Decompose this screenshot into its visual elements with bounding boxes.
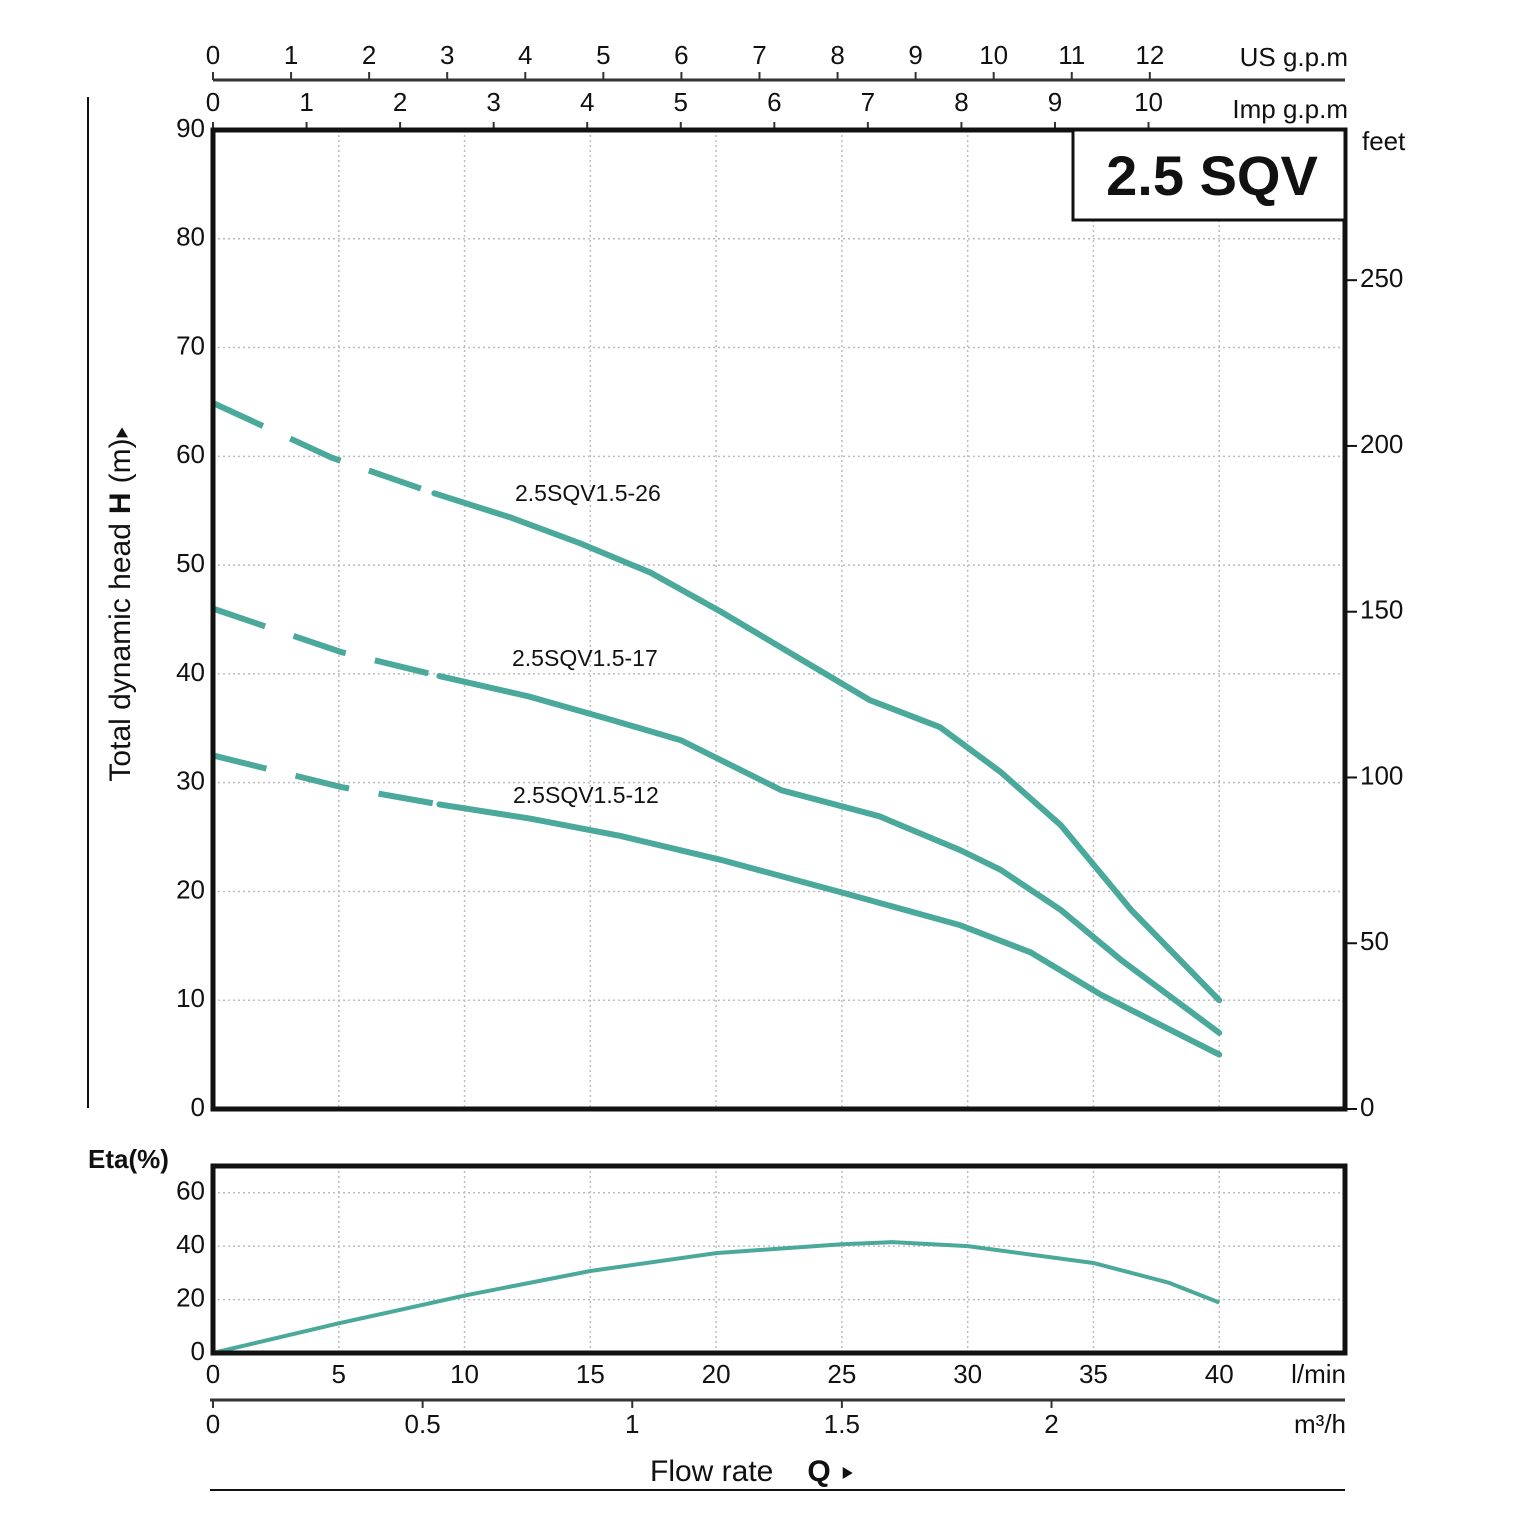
y-tick-label: 30	[176, 766, 205, 796]
y-label-group: Total dynamic head H (m)	[104, 427, 137, 782]
x-tick-label: 15	[576, 1359, 605, 1389]
top-tick-label: 11	[1058, 40, 1085, 70]
x-tick-label: 40	[1205, 1359, 1234, 1389]
y-tick-label: 60	[176, 439, 205, 469]
top-tick-label: 1	[299, 87, 313, 117]
y-label-unit: (m)	[104, 438, 137, 483]
top-tick-label: 1	[284, 40, 298, 70]
y2-tick-label: 100	[1360, 760, 1403, 790]
curve-label: 2.5SQV1.5-12	[513, 782, 659, 808]
x-tick-label: 35	[1079, 1359, 1108, 1389]
top-tick-label: 6	[674, 40, 688, 70]
top-axis-unit: US g.p.m	[1240, 42, 1348, 72]
y-tick-label: 20	[176, 874, 205, 904]
top-tick-label: 5	[674, 87, 688, 117]
top-tick-label: 2	[362, 40, 376, 70]
curve-label: 2.5SQV1.5-17	[512, 645, 658, 671]
y-label-text: Total dynamic head	[104, 523, 137, 782]
top-tick-label: 10	[979, 40, 1008, 70]
y2-tick-label: 150	[1360, 595, 1403, 625]
top-tick-label: 7	[752, 40, 766, 70]
y2-tick-label: 200	[1360, 429, 1403, 459]
curve-dashed	[212, 752, 440, 808]
y-tick-label: 20	[176, 1282, 205, 1312]
chart-title: 2.5 SQV	[1106, 144, 1318, 207]
y-tick-label: 10	[176, 983, 205, 1013]
top-tick-label: 8	[954, 87, 968, 117]
y-label-symbol: H	[104, 492, 137, 514]
y-tick-label: 40	[176, 657, 205, 687]
x2-unit: m³/h	[1294, 1409, 1346, 1439]
y-tick-label: 40	[176, 1229, 205, 1259]
y-tick-label: 0	[191, 1336, 205, 1366]
x-unit: l/min	[1291, 1359, 1346, 1389]
y-tick-label: 90	[176, 113, 205, 143]
plot-frame	[210, 127, 1348, 1112]
curve-label: 2.5SQV1.5-26	[515, 480, 661, 506]
top-tick-label: 6	[767, 87, 781, 117]
x-tick-label: 30	[953, 1359, 982, 1389]
y2-label: feet	[1362, 126, 1406, 156]
y-tick-label: 60	[176, 1176, 205, 1206]
x2-tick-label: 1.5	[824, 1409, 860, 1439]
y2-tick-label: 250	[1360, 263, 1403, 293]
curve	[431, 490, 1223, 1004]
y-tick-label: 70	[176, 330, 205, 360]
top-tick-label: 10	[1134, 87, 1163, 117]
eta-curve	[212, 1240, 1220, 1355]
arrow-icon	[842, 1467, 853, 1479]
x-tick-label: 5	[332, 1359, 346, 1389]
top-tick-label: 5	[596, 40, 610, 70]
x-tick-label: 20	[702, 1359, 731, 1389]
top-tick-label: 12	[1135, 40, 1164, 70]
title-box	[1071, 128, 1347, 222]
x2-tick-label: 0.5	[405, 1409, 441, 1439]
top-axis-unit: Imp g.p.m	[1232, 94, 1348, 124]
curve-dashed	[211, 400, 436, 497]
curve	[436, 673, 1223, 1036]
y2-tick-label: 0	[1360, 1092, 1374, 1122]
x-tick-label: 25	[827, 1359, 856, 1389]
y-tick-label: 50	[176, 548, 205, 578]
x2-tick-label: 2	[1044, 1409, 1058, 1439]
curve-dashed	[212, 605, 441, 679]
top-tick-label: 8	[830, 40, 844, 70]
x-axis-label: Flow rate Q	[650, 1455, 831, 1488]
top-tick-label: 0	[206, 40, 220, 70]
x-label-text: Flow rate	[650, 1455, 773, 1488]
top-tick-label: 4	[518, 40, 532, 70]
y-tick-label: 0	[191, 1092, 205, 1122]
y-tick-label: 80	[176, 222, 205, 252]
y2-tick-label: 50	[1360, 926, 1389, 956]
top-tick-label: 9	[1048, 87, 1062, 117]
x-tick-label: 0	[206, 1359, 220, 1389]
x2-tick-label: 0	[206, 1409, 220, 1439]
curve	[436, 801, 1223, 1058]
top-tick-label: 9	[908, 40, 922, 70]
arrow-icon	[116, 427, 128, 438]
x-label-symbol: Q	[807, 1455, 830, 1488]
top-tick-label: 3	[486, 87, 500, 117]
eta-label: Eta(%)	[88, 1144, 169, 1174]
top-tick-label: 4	[580, 87, 594, 117]
x2-tick-label: 1	[625, 1409, 639, 1439]
top-tick-label: 0	[206, 87, 220, 117]
x-tick-label: 10	[450, 1359, 479, 1389]
y-axis-label: Total dynamic head H (m)	[104, 438, 137, 781]
eta-frame	[210, 1163, 1348, 1356]
top-tick-label: 3	[440, 40, 454, 70]
top-tick-label: 7	[861, 87, 875, 117]
top-tick-label: 2	[393, 87, 407, 117]
